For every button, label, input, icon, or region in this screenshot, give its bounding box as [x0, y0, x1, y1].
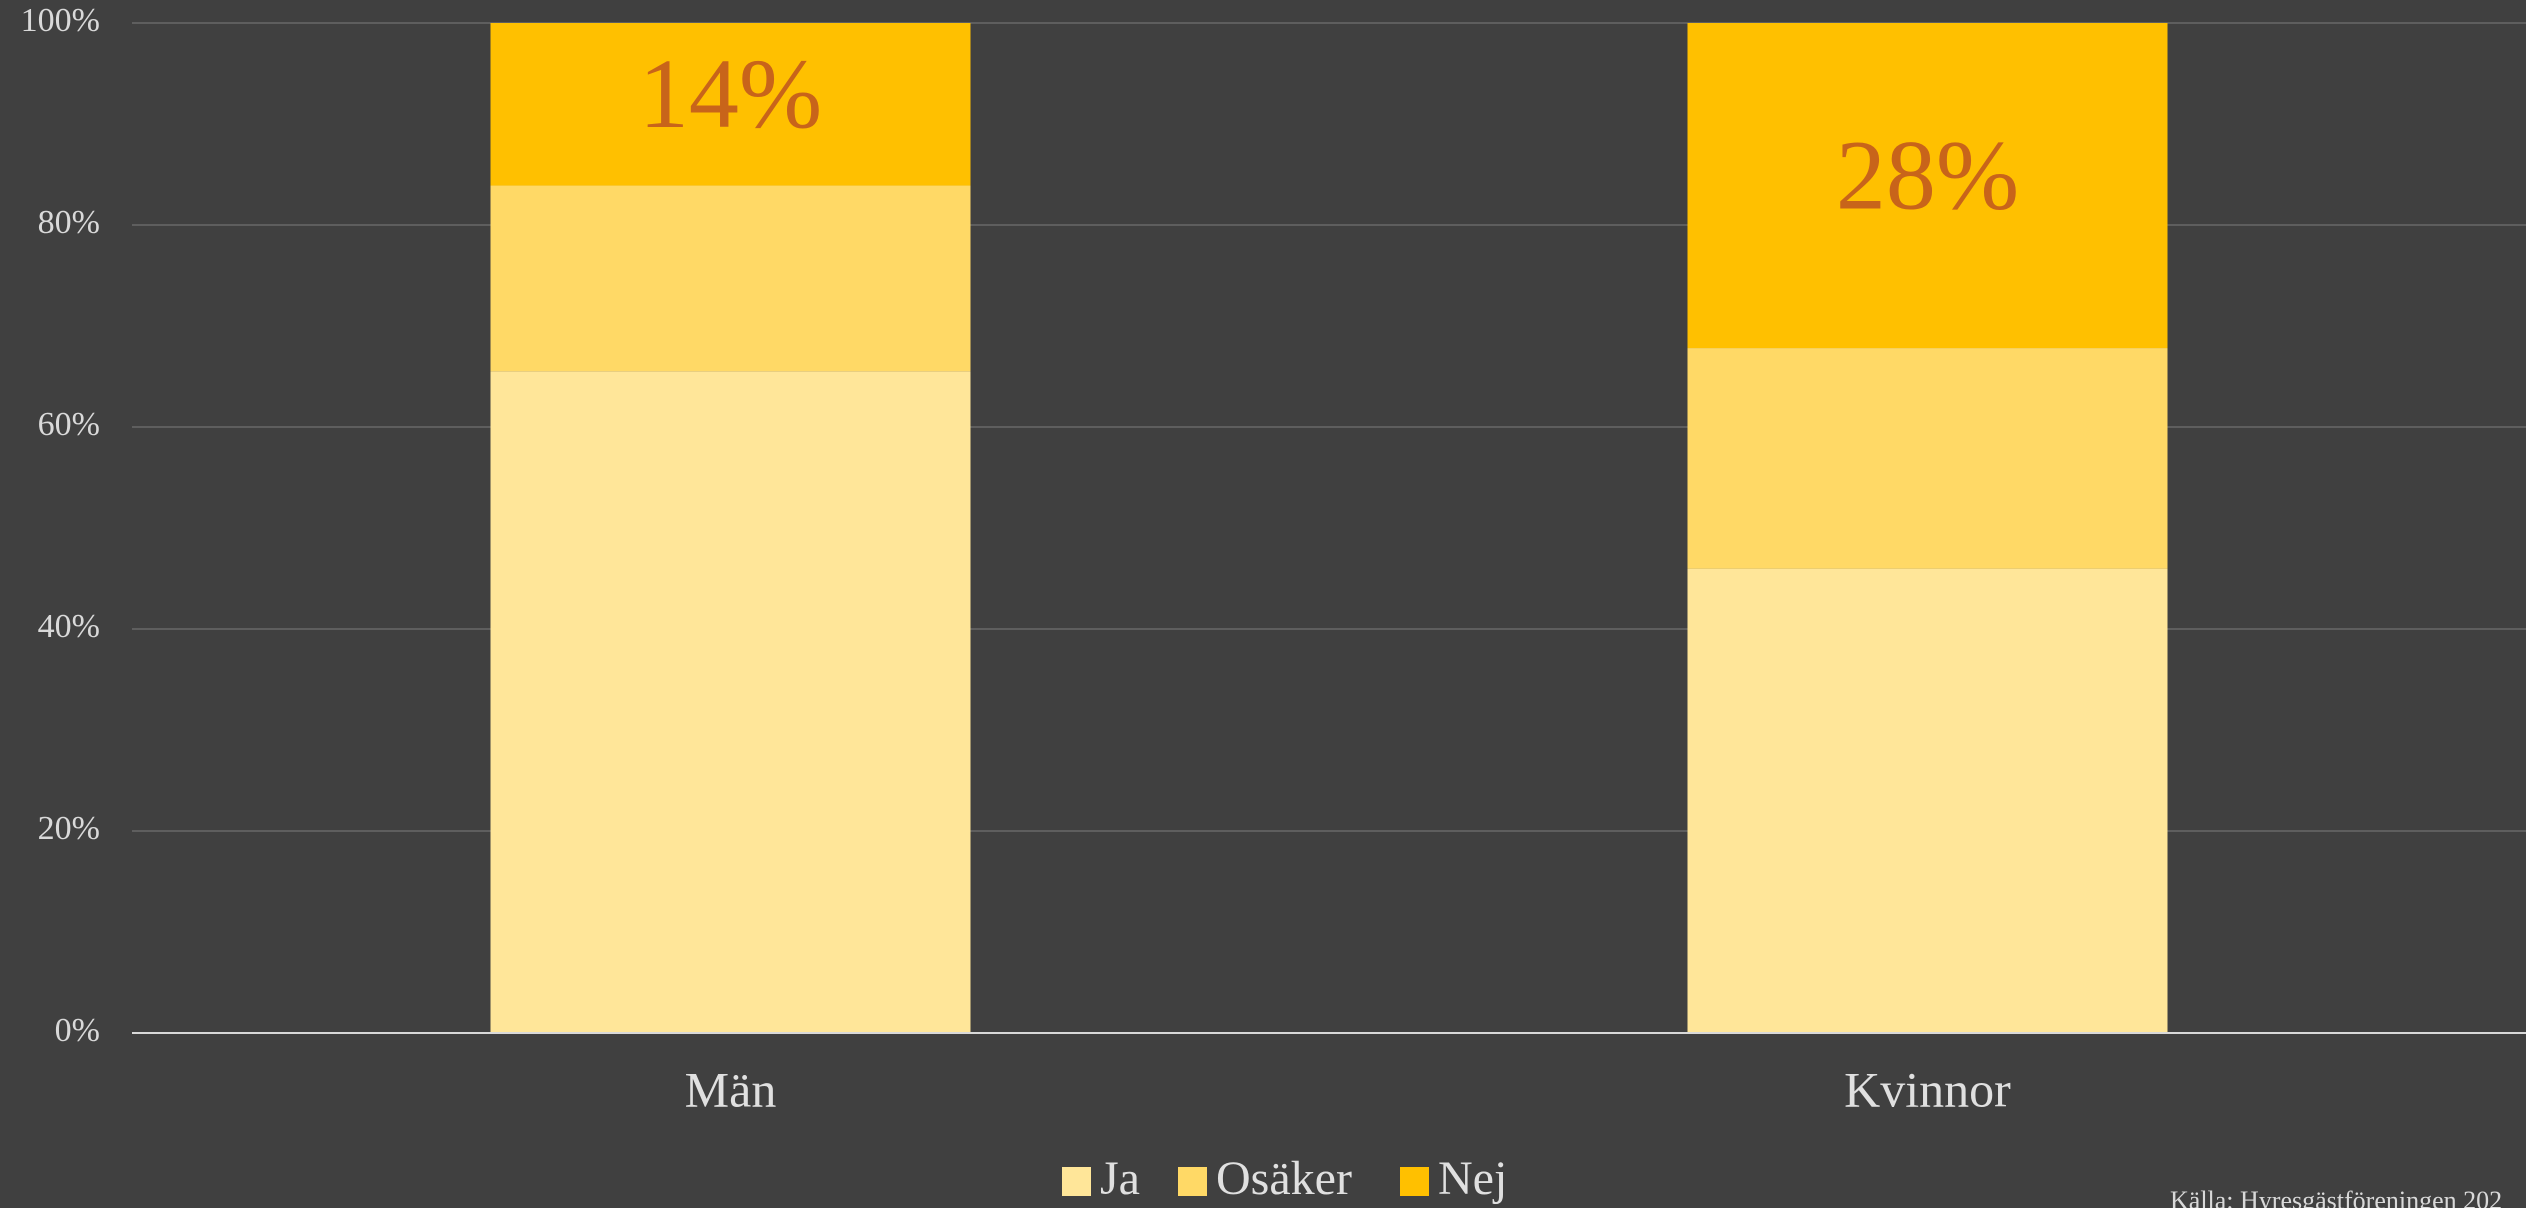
bar-segment [1687, 348, 2168, 569]
y-tick-label: 20% [38, 810, 100, 847]
bar-segment [490, 185, 971, 372]
legend-swatch [1400, 1167, 1429, 1196]
x-tick-label: Män [685, 1061, 777, 1117]
bar-segment [1687, 23, 2168, 349]
y-tick-label: 60% [38, 406, 100, 443]
legend-swatch [1178, 1167, 1207, 1196]
bar-segment [1687, 568, 2168, 1033]
bar-segment [490, 371, 971, 1033]
legend-label: Ja [1100, 1152, 1140, 1205]
y-tick-label: 0% [55, 1012, 100, 1049]
x-tick-label: Kvinnor [1844, 1061, 2011, 1117]
legend-label: Osäker [1216, 1152, 1352, 1205]
y-tick-label: 100% [21, 2, 100, 39]
y-tick-label: 40% [38, 608, 100, 645]
source-note: Källa: Hyresgästföreningen 202 [2170, 1186, 2502, 1208]
y-tick-label: 80% [38, 204, 100, 241]
data-label: 14% [639, 38, 822, 149]
legend-label: Nej [1438, 1152, 1507, 1205]
data-label: 28% [1836, 119, 2019, 230]
bar-segment [490, 23, 971, 186]
legend-swatch [1062, 1167, 1091, 1196]
